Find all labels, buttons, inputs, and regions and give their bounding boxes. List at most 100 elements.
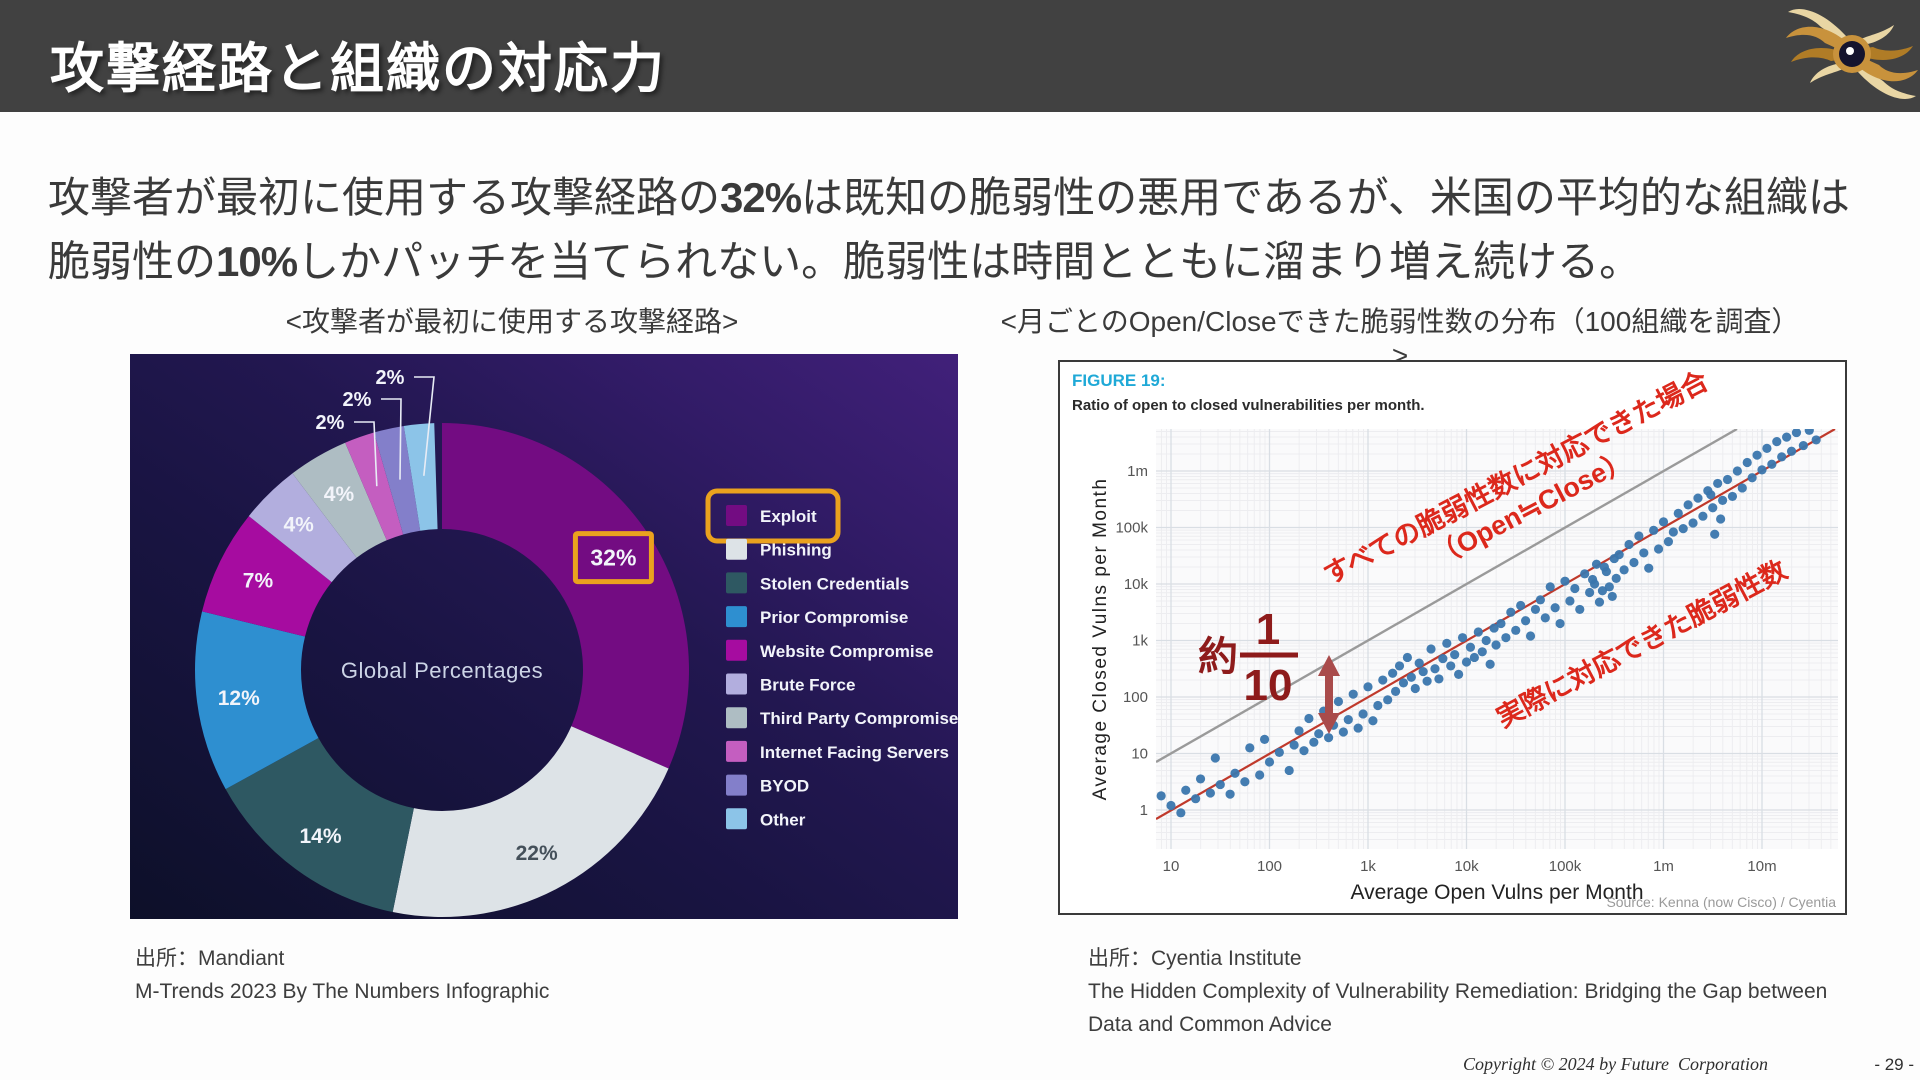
scatter-point [1348, 689, 1358, 699]
donut-center-label: Global Percentages [341, 658, 543, 683]
scatter-point [1465, 642, 1476, 652]
scatter-point [1446, 661, 1456, 671]
x-axis-title: Average Open Vulns per Month [1350, 881, 1643, 904]
scatter-point [1722, 474, 1733, 485]
donut-slice-prior-compromise [194, 611, 319, 790]
scatter-point [1454, 669, 1464, 679]
scatter-point [1284, 765, 1294, 776]
scatter-point [1309, 737, 1319, 747]
scatter-point [1804, 429, 1814, 435]
future-corporation-logo [1786, 9, 1918, 99]
scatter-point [1422, 676, 1432, 686]
y-tick-label: 1 [1140, 802, 1148, 819]
scatter-point [1710, 529, 1720, 539]
scatter-point [1481, 635, 1491, 646]
scatter-point [1693, 493, 1703, 503]
scatter-point [1181, 785, 1191, 795]
scatter-point [1525, 631, 1536, 641]
legend-highlight-box [705, 488, 841, 544]
donut-slice-stolen-credentials [225, 738, 414, 913]
scatter-point [1338, 727, 1348, 737]
scatter-point [1747, 473, 1757, 483]
lead-text: 脆弱性の [48, 238, 217, 285]
scatter-point [1772, 437, 1782, 447]
scatter-point [1521, 616, 1531, 626]
scatter-point [1668, 527, 1678, 537]
donut-leader-line [381, 398, 402, 480]
scatter-point [1634, 531, 1644, 541]
donut-percent-label: 32% [590, 545, 636, 571]
scatter-point [1601, 566, 1611, 577]
scatter-point [1550, 603, 1560, 613]
gap-arrow-icon [1318, 655, 1340, 734]
source-line: The Hidden Complexity of Vulnerability R… [1088, 980, 1828, 1003]
scatter-point [1607, 591, 1617, 602]
scatter-point [1752, 450, 1762, 460]
scatter-point [1737, 483, 1747, 493]
scatter-point [1368, 716, 1378, 726]
scatter-point [1777, 452, 1787, 462]
donut-slice-other [403, 423, 438, 531]
scatter-point [1402, 652, 1412, 663]
x-tick-label: 100k [1549, 858, 1582, 875]
scatter-point [1406, 672, 1416, 682]
svg-text:約: 約 [1198, 635, 1238, 679]
figure-source: Source: Kenna (now Cisco) / Cyentia [1606, 894, 1836, 910]
scatter-point [1678, 524, 1688, 534]
scatter-point [1373, 700, 1383, 711]
lead-stat-10: 10% [216, 238, 298, 285]
scatter-point [1264, 757, 1275, 767]
scatter-point [1585, 587, 1595, 598]
donut-slice-internet-facing-servers [345, 432, 404, 541]
scatter-point [1811, 435, 1821, 445]
scatter-point [1205, 788, 1215, 798]
donut-chart: 32%22%14%12%7%4%4%2%2%2%Global Percentag… [194, 367, 958, 917]
scatter-chart-panel: 10 100 1k 10k 100k 1m 10m 1 10 100 1k 10k 100k 1m Aver… [1058, 360, 1847, 915]
source-line: Data and Common Advice [1088, 1013, 1332, 1036]
scatter-point [1555, 618, 1565, 629]
scatter-point [1545, 582, 1555, 592]
scatter-point [1210, 753, 1220, 763]
x-tick-label: 1k [1360, 858, 1376, 875]
lead-paragraph: 攻撃者が最初に使用する攻撃経路の32%は既知の脆弱性の悪用であるが、米国の平均的… [48, 166, 1888, 294]
donut-percent-label: 14% [300, 825, 342, 848]
donut-chart-panel: 32% 22% 14% 12% 7% 4% 4% 2% 2% 2% Global Percentag… [130, 354, 958, 919]
legend-label: Stolen Credentials [760, 574, 909, 593]
scatter-point [1688, 518, 1698, 528]
scatter-point [1658, 517, 1669, 527]
donut-percent-label: 2% [316, 412, 345, 434]
legend-swatch [726, 808, 747, 830]
scatter-point [1511, 625, 1521, 635]
donut-slice-byod [373, 425, 421, 535]
x-tick-label: 100 [1257, 858, 1282, 875]
y-tick-label: 1k [1132, 633, 1148, 650]
scatter-point [1304, 713, 1314, 724]
annotation-ratio-one-tenth: 約1 10 [1198, 605, 1298, 710]
scatter-point [1786, 446, 1797, 456]
donut-percent-label: 12% [218, 687, 260, 710]
y-tick-label: 100k [1115, 520, 1148, 537]
scatter-point [1644, 563, 1654, 573]
donut-percent-label: 7% [243, 570, 274, 593]
scatter-point [1727, 491, 1738, 502]
scatter-point [1649, 525, 1659, 535]
legend-swatch [726, 572, 747, 594]
scatter-point [1477, 647, 1487, 657]
scatter-point [1732, 466, 1742, 476]
scatter-point [1274, 747, 1284, 757]
scatter-point [1611, 573, 1621, 583]
scatter-point [1594, 597, 1605, 607]
scatter-point [1469, 652, 1479, 663]
donut-percent-label: 2% [376, 367, 405, 389]
scatter-point [1191, 794, 1201, 804]
scatter-point [1363, 682, 1373, 692]
donut-chart-title: <攻撃者が最初に使用する攻撃経路> [285, 306, 739, 337]
scatter-point [1324, 733, 1334, 743]
open-equals-close-line [1156, 429, 1738, 764]
highlight-box-32pct [572, 531, 654, 585]
scatter-point [1240, 777, 1250, 787]
lead-text: しかパッチを当てられない。脆弱性は時間とともに溜まり増え続ける。 [297, 238, 1642, 285]
donut-percent-label: 4% [324, 483, 355, 506]
title-bar: 攻撃経路と組織の対応力 [0, 0, 1920, 112]
donut-leader-line [354, 421, 378, 487]
